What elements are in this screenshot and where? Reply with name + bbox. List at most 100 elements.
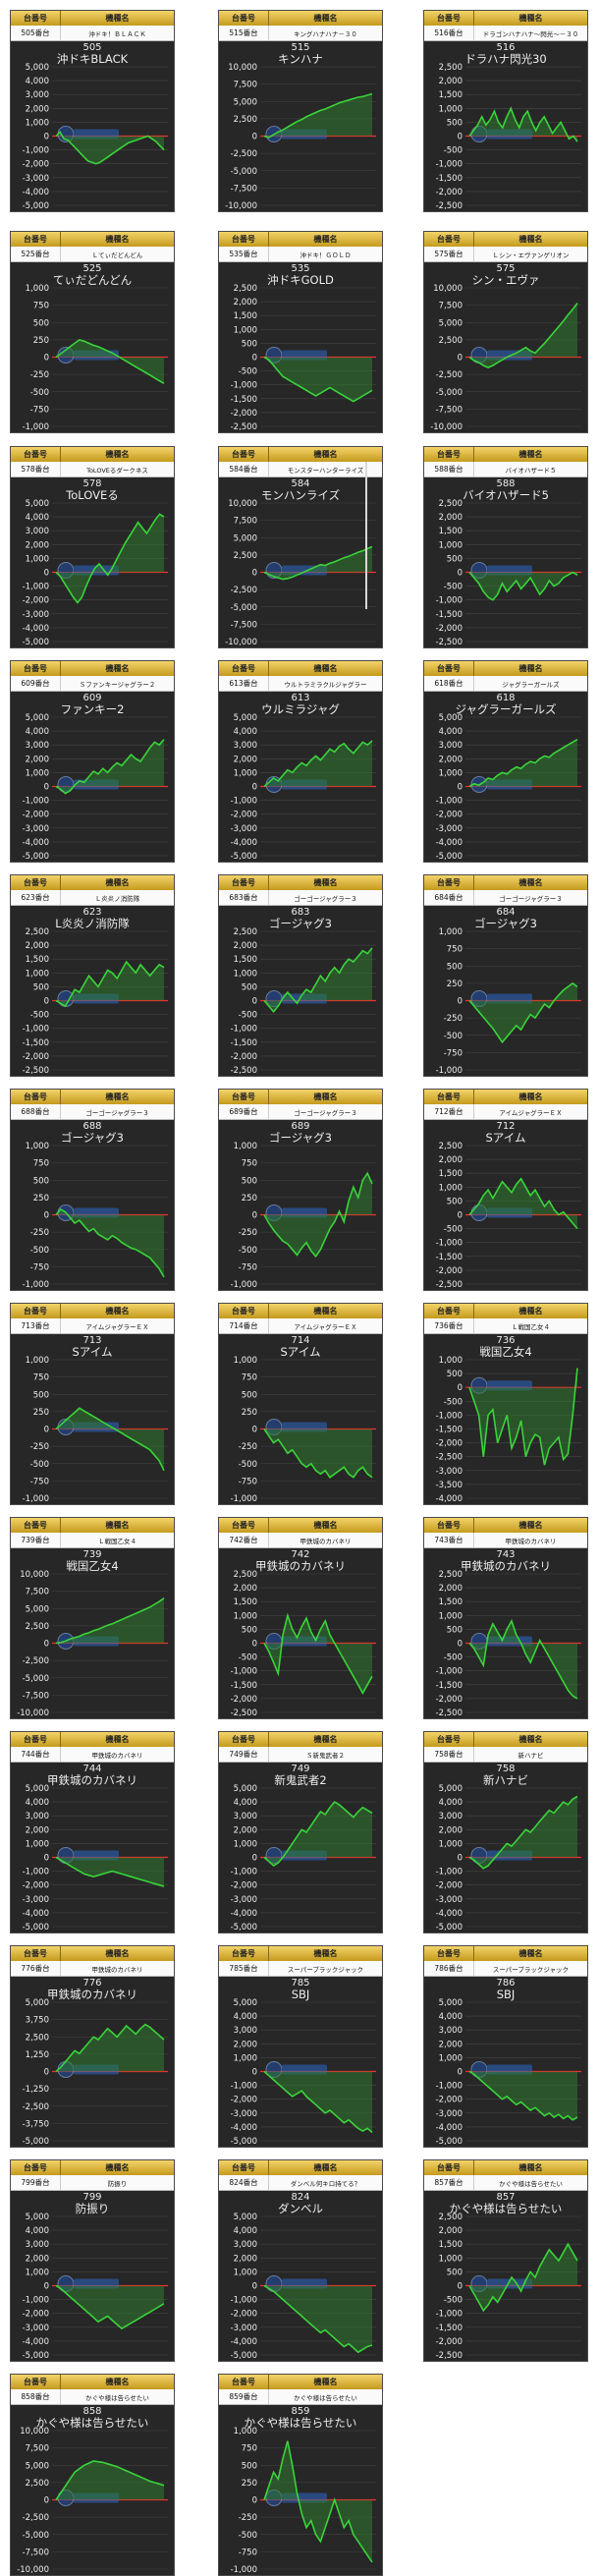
card-header: 台番号 機種名	[424, 1090, 587, 1104]
series-line	[55, 513, 165, 604]
y-tick-label: -500	[444, 146, 463, 156]
y-tick-label: -3,000	[436, 2109, 463, 2119]
y-tick-label: 3,000	[234, 2026, 257, 2036]
series-area	[264, 546, 372, 580]
y-tick-label: 1,000	[26, 1142, 49, 1151]
machine-no-header: 台番号	[11, 1732, 61, 1747]
card-header: 台番号 機種名	[219, 447, 382, 462]
series-line	[55, 1207, 165, 1278]
series-line	[55, 2023, 165, 2073]
y-tick-label: 500	[447, 1197, 463, 1206]
y-tick-label: 0	[458, 133, 463, 142]
series-area	[469, 303, 577, 368]
y-tick-label: 4,000	[234, 1798, 257, 1808]
chart-subtitle: 戦国乙女4	[479, 1345, 531, 1359]
chart-subtitle: キンハナ	[278, 52, 323, 66]
y-tick-label: 0	[252, 354, 257, 364]
y-tick-label: -500	[444, 1032, 463, 1041]
chart-subtitle: ファンキー2	[61, 702, 125, 716]
y-tick-label: 0	[252, 1640, 257, 1650]
y-tick-label: 1,000	[439, 1356, 463, 1366]
y-tick-label: 250	[33, 1194, 49, 1204]
y-tick-label: 1,000	[439, 927, 463, 937]
machine-name-header: 機種名	[105, 1307, 130, 1316]
series-line	[468, 1618, 578, 1700]
y-tick-label: 0	[252, 1211, 257, 1221]
y-tick-label: -3,000	[23, 2324, 49, 2333]
machine-info-row: 785番台 スーパーブラックジャック	[219, 1961, 382, 1977]
machine-no-header: 台番号	[219, 1304, 269, 1318]
machine-number: 689番台	[219, 1104, 269, 1119]
machine-name: ゴーゴージャグラー３	[499, 894, 563, 903]
machine-name: モンスターハンターライズ	[287, 466, 364, 475]
y-tick-label: 4,000	[26, 727, 49, 737]
machine-name-header: 機種名	[313, 14, 338, 23]
y-tick-label: -2,000	[436, 1695, 463, 1705]
chart-subtitle: ダンベル	[278, 2202, 323, 2215]
card-header: 台番号 機種名	[219, 661, 382, 676]
chart-title: 689	[291, 1121, 309, 1132]
y-tick-label: 3,000	[439, 2026, 463, 2036]
y-tick-label: -2,500	[436, 1453, 463, 1463]
machine-number: 857番台	[424, 2175, 474, 2190]
machine-name: ウルトラミラクルジャグラー	[284, 680, 367, 689]
y-tick-label: -1,000	[23, 583, 49, 592]
y-tick-label: -2,500	[231, 422, 257, 432]
y-tick-label: -500	[239, 1011, 257, 1021]
y-tick-label: 1,500	[26, 955, 49, 965]
machine-no-header: 台番号	[424, 232, 474, 247]
y-tick-label: -4,000	[436, 1909, 463, 1919]
machine-name: Ｓ新鬼武者２	[306, 1751, 345, 1760]
y-tick-label: -500	[444, 2296, 463, 2306]
machine-info-row: 575番台 Ｌシン・エヴァンゲリオン	[424, 247, 587, 262]
series-area	[469, 2244, 577, 2311]
series-area	[56, 1208, 164, 1277]
y-tick-label: 7,500	[439, 302, 463, 311]
machine-name-header: 機種名	[105, 1949, 130, 1958]
series-line	[263, 2070, 373, 2134]
series-line	[55, 1597, 165, 1645]
chart-subtitle: 戦国乙女4	[66, 1559, 118, 1573]
machine-no-header: 台番号	[11, 1304, 61, 1318]
chart-title: 588	[496, 478, 515, 489]
y-tick-label: -1,000	[231, 2082, 257, 2092]
chart-title: 749	[291, 1764, 309, 1774]
y-tick-label: 0	[458, 997, 463, 1007]
chart-title: 758	[496, 1764, 515, 1774]
chart-subtitle: ゴージャグ3	[474, 917, 537, 930]
card-header: 台番号 機種名	[11, 875, 174, 890]
y-tick-label: 2,000	[439, 1584, 463, 1594]
machine-no-header: 台番号	[424, 875, 474, 890]
y-tick-label: -2,000	[436, 624, 463, 634]
y-tick-label: -5,000	[23, 1674, 49, 1684]
chart-subtitle: ゴージャグ3	[61, 1131, 124, 1145]
machine-name-header: 機種名	[518, 1307, 543, 1316]
y-tick-label: 0	[458, 1383, 463, 1393]
y-tick-label: 7,500	[234, 81, 257, 90]
y-tick-label: 2,000	[234, 2040, 257, 2049]
series-area	[264, 93, 372, 138]
y-tick-label: 2,000	[26, 104, 49, 114]
y-tick-label: 10,000	[228, 63, 257, 73]
y-tick-label: -5,000	[231, 852, 257, 862]
y-tick-label: -5,000	[231, 167, 257, 177]
machine-name-header: 機種名	[105, 878, 130, 887]
series-line	[263, 545, 373, 581]
chart-title: 712	[496, 1121, 515, 1132]
y-tick-label: -2,500	[436, 1280, 463, 1290]
y-tick-label: 750	[242, 2444, 257, 2454]
y-tick-label: -2,500	[231, 149, 257, 159]
y-tick-label: 500	[447, 1625, 463, 1635]
y-tick-label: 1,000	[26, 118, 49, 128]
chart-subtitle: ゴージャグ3	[269, 917, 332, 930]
y-tick-label: -1,250	[23, 2085, 49, 2095]
chart-card: 台番号 機種名 515番台 キングハナハナ－３０ 515 キンハナ 10,000 7,500 5…	[218, 10, 383, 212]
